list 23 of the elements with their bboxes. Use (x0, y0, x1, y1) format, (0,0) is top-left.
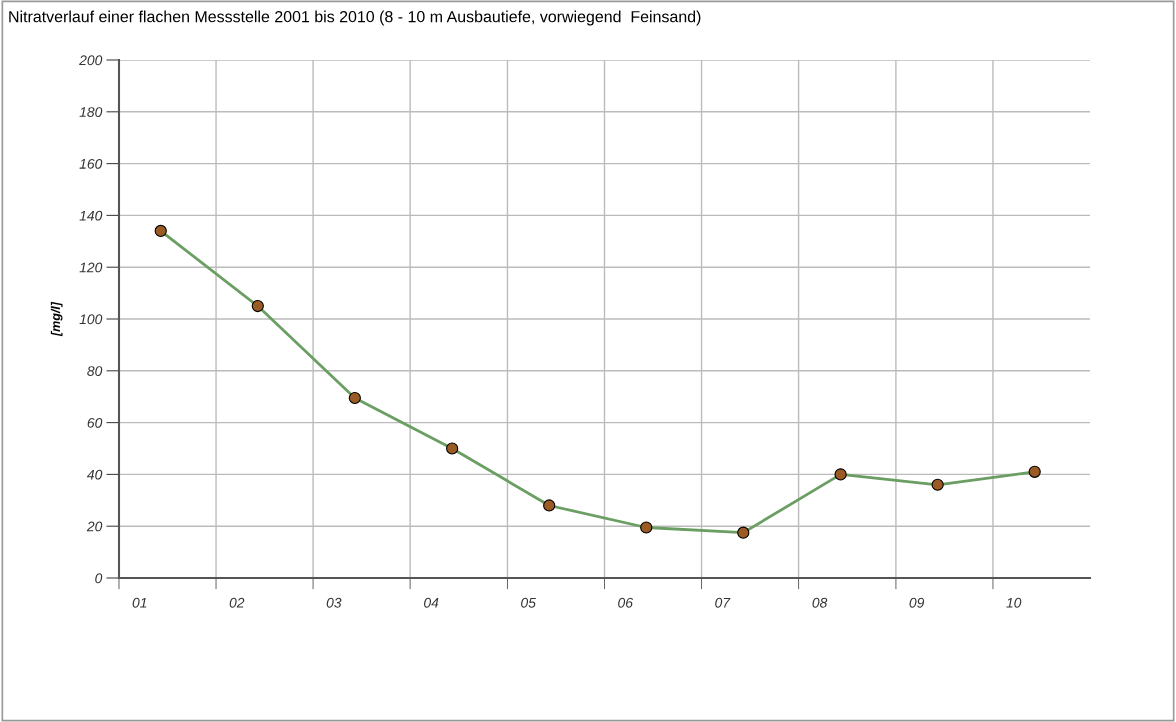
y-tick-label: 160 (79, 158, 103, 169)
x-tick-label: 03 (326, 597, 342, 608)
x-tick-label: 09 (909, 597, 925, 608)
y-tick-label: 80 (87, 366, 103, 376)
y-axis-title: [mg/l] (50, 301, 63, 337)
y-tick-label: 100 (79, 314, 103, 325)
y-tick-label: 0 (95, 573, 103, 584)
y-tick-label: 200 (79, 55, 103, 66)
x-tick-label: 01 (132, 597, 147, 608)
x-tick-label: 02 (229, 597, 245, 608)
y-tick-label: 20 (86, 521, 103, 532)
x-tick-label: 10 (1006, 597, 1022, 608)
x-tick-label: 04 (424, 597, 439, 608)
y-tick-label: 40 (86, 469, 103, 480)
y-tick-label: 180 (79, 107, 103, 117)
x-tick-label: 05 (521, 597, 536, 608)
chart-title: Nitratverlauf einer flachen Messstelle 2001 bis 2010 (8 - 10 m Ausbautiefe, vorwiegend Feinsand) (9, 10, 701, 26)
y-tick-label: 120 (79, 262, 103, 273)
y-tick-label: 60 (87, 417, 103, 428)
x-tick-label: 08 (812, 597, 828, 608)
x-tick-label: 07 (715, 597, 731, 608)
y-tick-label: 140 (79, 210, 103, 221)
x-tick-label: 06 (618, 597, 633, 608)
